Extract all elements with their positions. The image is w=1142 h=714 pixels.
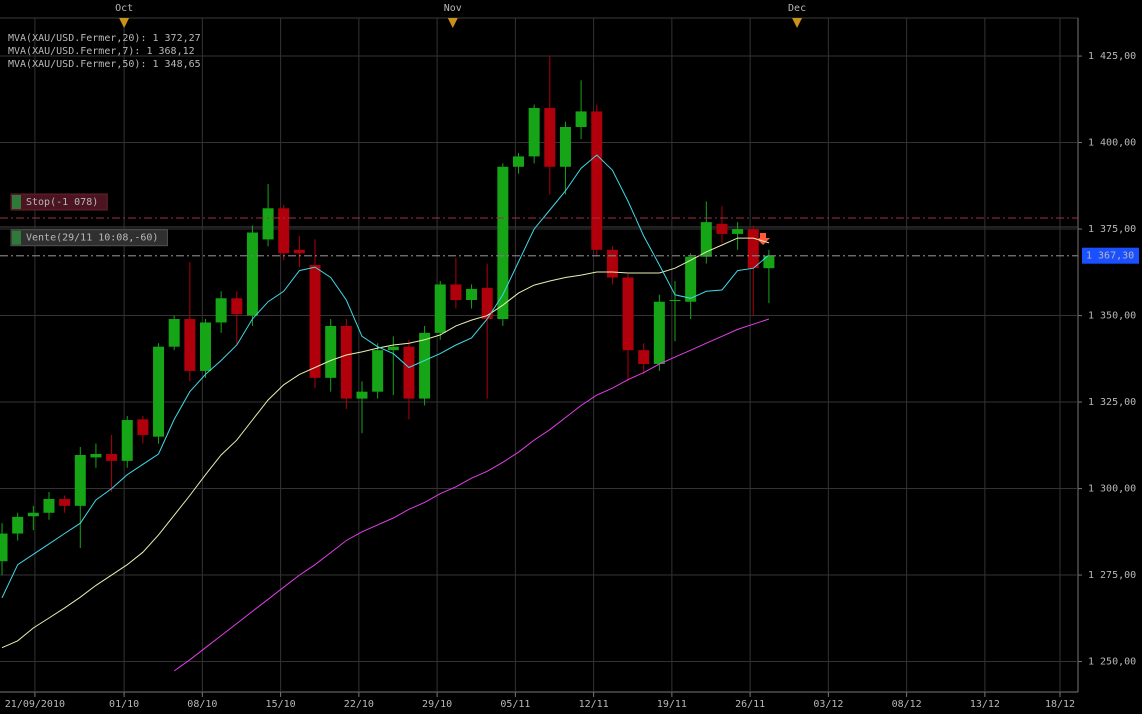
y-tick-label: 1 250,00 [1088, 657, 1136, 668]
month-marker [447, 18, 458, 28]
y-tick-label: 1 300,00 [1088, 484, 1136, 495]
candle-body [121, 420, 133, 461]
x-tick-label: 01/10 [109, 699, 139, 710]
candle-body [0, 533, 8, 562]
month-marker [119, 18, 130, 28]
candle-body [434, 284, 446, 333]
candle-body [466, 288, 478, 300]
candle-body [340, 325, 352, 399]
candle-body [575, 111, 587, 127]
moving-average-line [1, 154, 770, 599]
plot [0, 56, 775, 672]
candle-body [27, 512, 39, 517]
candle-body [293, 249, 305, 254]
candle-body [419, 332, 431, 399]
candle-body [747, 229, 759, 269]
candle-body [497, 166, 509, 320]
candle-body [356, 391, 368, 399]
candle-body [59, 498, 71, 506]
legend-entry: MVA(XAU/USD.Fermer,7): 1 368,12 [8, 46, 195, 57]
candle-body [512, 156, 524, 167]
candle-body [74, 454, 86, 506]
month-label: Oct [115, 3, 133, 14]
candle-body [309, 265, 321, 378]
candle-body [481, 287, 493, 320]
x-tick-label: 29/10 [422, 699, 452, 710]
candle-body [700, 222, 712, 257]
candle-body [638, 350, 650, 364]
candle-body [716, 223, 728, 234]
candle-body [669, 299, 681, 302]
candle-body [591, 111, 603, 250]
y-tick-label: 1 425,00 [1088, 51, 1136, 62]
x-tick-label: 05/11 [500, 699, 530, 710]
x-tick-label: 15/10 [266, 699, 296, 710]
x-tick-label: 18/12 [1045, 699, 1075, 710]
candle-body [278, 208, 290, 254]
candle-body [732, 229, 744, 234]
legend-entry: MVA(XAU/USD.Fermer,50): 1 348,65 [8, 59, 201, 70]
y-tick-label: 1 350,00 [1088, 311, 1136, 322]
candle-body [215, 298, 227, 323]
candle-body [43, 498, 55, 513]
last-price-label: 1 367,30 [1086, 251, 1134, 262]
candle-body [184, 319, 196, 371]
candle-body [199, 322, 211, 371]
order-handle [12, 230, 21, 245]
candle-body [763, 255, 775, 269]
candle-body [450, 284, 462, 300]
x-tick-label: 12/11 [579, 699, 609, 710]
order-box [10, 193, 108, 211]
candle-body [387, 346, 399, 351]
candle-body [403, 346, 415, 399]
candle-body [246, 232, 258, 316]
candle-body [559, 126, 571, 167]
order-label: Vente(29/11 10:08,-60) [26, 233, 158, 244]
last-price-box [1082, 247, 1139, 264]
y-tick-label: 1 275,00 [1088, 570, 1136, 581]
candle-body [325, 325, 337, 378]
month-marker [792, 18, 803, 28]
month-label: Dec [788, 3, 806, 14]
month-label: Nov [444, 3, 462, 14]
y-tick-label: 1 325,00 [1088, 397, 1136, 408]
x-tick-label: 19/11 [657, 699, 687, 710]
candle-body [231, 298, 243, 315]
candle-body [106, 453, 118, 461]
candle-body [153, 346, 165, 437]
candle-body [137, 419, 149, 435]
x-tick-label: 08/10 [187, 699, 217, 710]
candle-body [544, 107, 556, 167]
y-tick-label: 1 375,00 [1088, 224, 1136, 235]
candle-body [606, 249, 618, 278]
moving-average-line [173, 318, 770, 672]
order-label: Stop(-1 078) [26, 197, 98, 208]
sell-marker [756, 233, 770, 245]
order-handle [12, 194, 21, 209]
candle-body [372, 350, 384, 392]
candle-body [528, 107, 540, 157]
x-tick-label: 21/09/2010 [5, 699, 65, 710]
x-tick-label: 08/12 [892, 699, 922, 710]
candle-body [685, 256, 697, 302]
order-box [10, 229, 168, 247]
y-tick-label: 1 400,00 [1088, 138, 1136, 149]
x-tick-label: 03/12 [813, 699, 843, 710]
moving-average-line [1, 237, 770, 649]
candle-body [12, 516, 24, 534]
candle-body [622, 277, 634, 351]
grid [0, 18, 1078, 692]
x-tick-label: 26/11 [735, 699, 765, 710]
candle-body [653, 301, 665, 364]
candle-body [90, 453, 102, 458]
x-tick-label: 13/12 [970, 699, 1000, 710]
candle-body [262, 208, 274, 240]
candle-body [168, 319, 180, 347]
x-tick-label: 22/10 [344, 699, 374, 710]
legend-entry: MVA(XAU/USD.Fermer,20): 1 372,27 [8, 33, 201, 44]
